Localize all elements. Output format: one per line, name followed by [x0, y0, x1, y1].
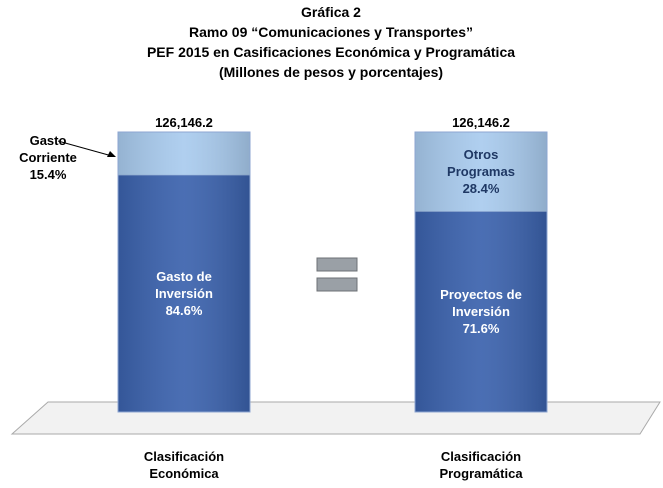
segment-label: 15.4% — [29, 167, 67, 182]
bar-shade — [415, 211, 547, 412]
chart-title: (Millones de pesos y porcentajes) — [218, 64, 444, 80]
segment-label: 28.4% — [462, 180, 500, 196]
total-label: 126,146.2 — [155, 115, 213, 130]
equals-sign — [316, 257, 358, 292]
floor — [10, 401, 661, 435]
bar-shade — [118, 175, 250, 412]
chart-title: PEF 2015 en Casificaciones Económica y P… — [146, 44, 516, 60]
segment-name: Otros Programas — [447, 146, 515, 179]
chart-title: Gráfica 2 — [301, 4, 361, 20]
segment-name: Gasto Corriente — [19, 133, 77, 165]
bar-shade — [118, 132, 250, 176]
x-tick-label: Clasificación Económica — [143, 449, 225, 481]
segment-label: 84.6% — [165, 302, 203, 318]
segment-name: Gasto de Inversión — [155, 268, 213, 301]
bar-outline — [117, 131, 251, 413]
segment-label: 71.6% — [462, 320, 500, 336]
total-label: 126,146.2 — [452, 115, 510, 130]
bar-shade — [415, 132, 547, 212]
annotation-arrowhead — [107, 151, 116, 157]
annotation-arrow — [57, 140, 113, 157]
chart-title: Ramo 09 “Comunicaciones y Transportes” — [189, 24, 473, 40]
x-tick-label: Clasificación Programática — [439, 449, 523, 481]
segment-name: Proyectos de Inversión — [440, 286, 522, 319]
bar-outline — [414, 131, 548, 413]
